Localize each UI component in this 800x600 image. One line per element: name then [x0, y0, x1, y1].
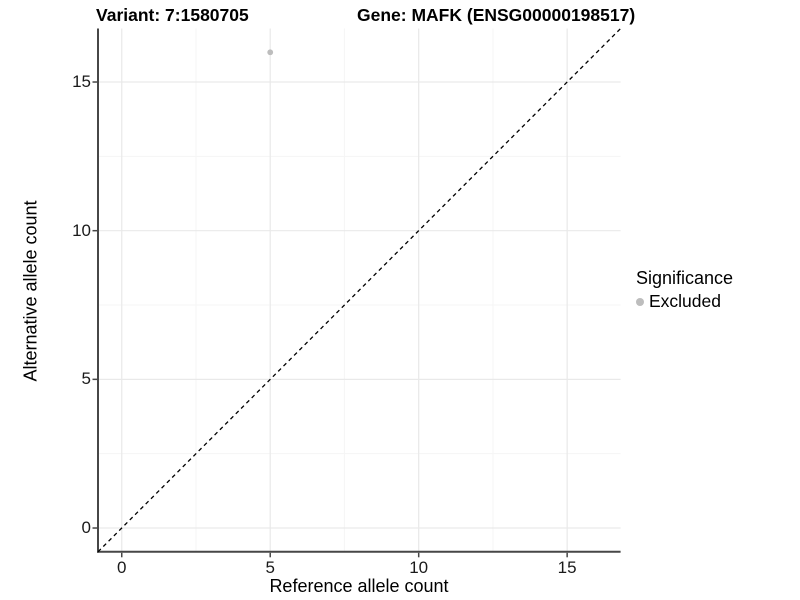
legend-item: Excluded: [636, 291, 733, 312]
x-axis-tick-label: 0: [117, 558, 127, 577]
y-axis-tick-label: 10: [72, 220, 91, 240]
legend: Significance Excluded: [636, 268, 733, 312]
y-axis-tick-label: 5: [81, 369, 91, 389]
legend-title: Significance: [636, 268, 734, 288]
x-axis-tick-label: 5: [265, 558, 275, 577]
data-point: [267, 49, 274, 56]
x-axis-title: Reference allele count: [269, 576, 449, 596]
y-axis-tick-label: 0: [81, 518, 91, 537]
x-axis-tick-label: 15: [557, 558, 577, 577]
y-axis-tick-label: 15: [72, 72, 91, 92]
legend-key-dot-icon: [636, 297, 644, 306]
y-axis-title: Alternative allele count: [20, 200, 41, 382]
plot-title-gene: Gene: MAFK (ENSG00000198517): [357, 5, 636, 25]
legend-items: Excluded: [636, 291, 733, 312]
legend-item-label: Excluded: [649, 291, 721, 311]
plot-title-variant: Variant: 7:1580705: [96, 5, 249, 25]
identity-reference-line: [97, 28, 622, 553]
x-axis-tick-label: 10: [409, 558, 429, 577]
